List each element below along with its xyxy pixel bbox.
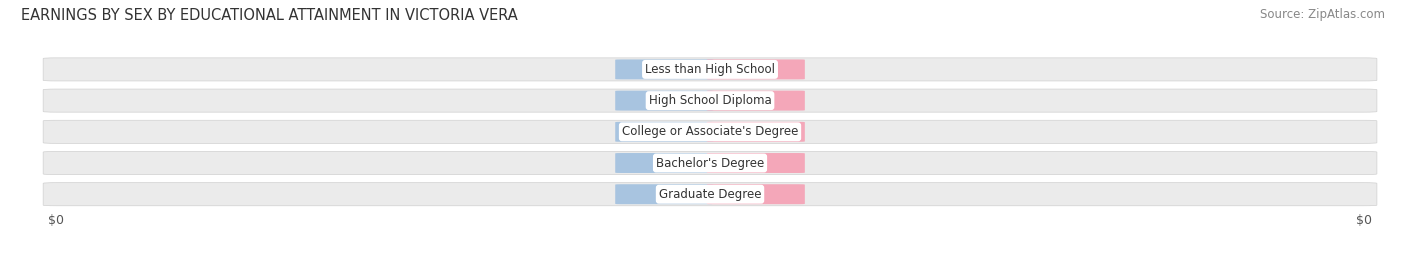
FancyBboxPatch shape [616,122,713,142]
Text: $0: $0 [748,127,763,137]
Text: $0: $0 [748,64,763,75]
Text: Source: ZipAtlas.com: Source: ZipAtlas.com [1260,8,1385,21]
FancyBboxPatch shape [616,59,713,79]
Text: College or Associate's Degree: College or Associate's Degree [621,125,799,138]
FancyBboxPatch shape [616,184,713,204]
Text: $0: $0 [748,95,763,106]
FancyBboxPatch shape [44,183,1376,206]
Text: $0: $0 [657,64,672,75]
FancyBboxPatch shape [616,91,713,111]
FancyBboxPatch shape [707,184,804,204]
Text: $0: $0 [657,189,672,199]
FancyBboxPatch shape [44,120,1376,143]
FancyBboxPatch shape [707,91,804,111]
Text: $0: $0 [657,158,672,168]
Text: $0: $0 [657,95,672,106]
FancyBboxPatch shape [707,122,804,142]
Text: Bachelor's Degree: Bachelor's Degree [657,157,763,169]
Legend: Male, Female: Male, Female [640,266,780,269]
Text: Graduate Degree: Graduate Degree [659,188,761,201]
FancyBboxPatch shape [44,58,1376,81]
Text: $0: $0 [748,158,763,168]
Text: High School Diploma: High School Diploma [648,94,772,107]
FancyBboxPatch shape [616,153,713,173]
FancyBboxPatch shape [44,89,1376,112]
Text: EARNINGS BY SEX BY EDUCATIONAL ATTAINMENT IN VICTORIA VERA: EARNINGS BY SEX BY EDUCATIONAL ATTAINMEN… [21,8,517,23]
FancyBboxPatch shape [707,59,804,79]
FancyBboxPatch shape [44,151,1376,175]
Text: Less than High School: Less than High School [645,63,775,76]
Text: $0: $0 [748,189,763,199]
Text: $0: $0 [657,127,672,137]
FancyBboxPatch shape [707,153,804,173]
